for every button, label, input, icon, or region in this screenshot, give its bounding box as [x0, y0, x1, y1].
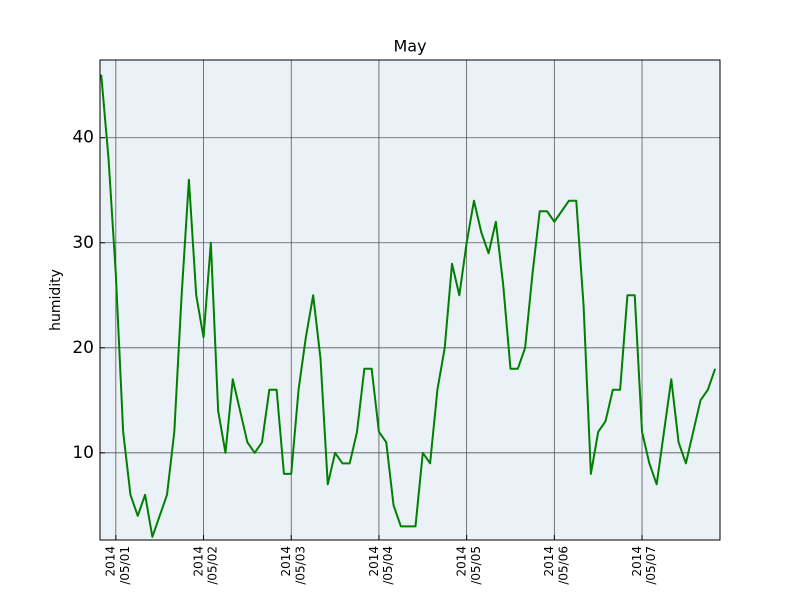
- y-axis-label: humidity: [48, 269, 64, 331]
- x-tick-label: 2014/05/01: [103, 546, 131, 585]
- x-tick-label: 2014/05/07: [629, 546, 657, 585]
- x-tick-label: 2014/05/05: [454, 546, 482, 585]
- y-tick-label: 20: [72, 338, 94, 358]
- y-tick-label: 10: [72, 443, 94, 463]
- y-tick-label: 40: [72, 128, 94, 148]
- y-tick-label: 30: [72, 233, 94, 253]
- data-line: [100, 74, 717, 538]
- x-tick-label: 2014/05/02: [191, 546, 219, 585]
- plot-frame: [99, 59, 721, 541]
- x-tick-label: 2014/05/06: [542, 546, 570, 585]
- x-tick-label: 2014/05/04: [366, 546, 394, 585]
- x-tick-label: 2014/05/03: [279, 546, 307, 585]
- chart-title: May: [393, 37, 426, 56]
